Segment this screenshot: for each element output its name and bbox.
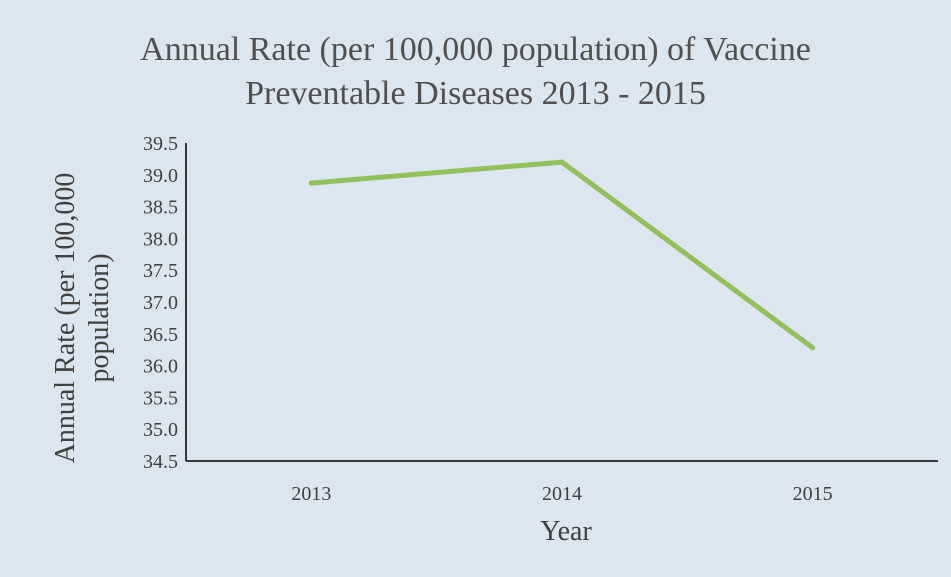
y-axis-ticks: 39.5 39.0 38.5 38.0 37.5 37.0 36.5 36.0 35.5 35.0…	[143, 133, 178, 473]
y-tick-label: 37.0	[143, 292, 178, 314]
y-tick-label: 35.0	[143, 419, 178, 441]
y-tick-label: 34.5	[143, 451, 178, 473]
y-tick-label: 38.5	[143, 197, 178, 219]
chart-title: Annual Rate (per 100,000 population) of …	[0, 28, 951, 116]
y-tick-label: 39.0	[143, 165, 178, 187]
y-axis-label-line-2: population)	[84, 253, 115, 382]
series-line	[308, 159, 816, 351]
x-axis-ticks: 2013 2014 2015	[291, 483, 832, 505]
y-tick-label: 36.0	[143, 356, 178, 378]
data-point	[810, 345, 816, 351]
data-point	[559, 159, 565, 165]
y-tick-label: 37.5	[143, 260, 178, 282]
y-axis-label: Annual Rate (per 100,000 population)	[50, 173, 115, 464]
y-tick-label: 38.0	[143, 228, 178, 250]
data-point	[308, 180, 314, 186]
chart-title-line-1: Annual Rate (per 100,000 population) of …	[140, 31, 811, 68]
y-tick-label: 35.5	[143, 387, 178, 409]
y-axis-label-line-1: Annual Rate (per 100,000	[50, 173, 81, 464]
series-layer	[308, 159, 816, 351]
x-axis-label: Year	[540, 516, 592, 547]
x-tick-label: 2014	[542, 483, 582, 505]
x-tick-label: 2013	[291, 483, 331, 505]
y-tick-label: 36.5	[143, 324, 178, 346]
chart-title-line-2: Preventable Diseases 2013 - 2015	[245, 75, 706, 112]
x-tick-label: 2015	[793, 483, 833, 505]
y-tick-label: 39.5	[143, 133, 178, 155]
